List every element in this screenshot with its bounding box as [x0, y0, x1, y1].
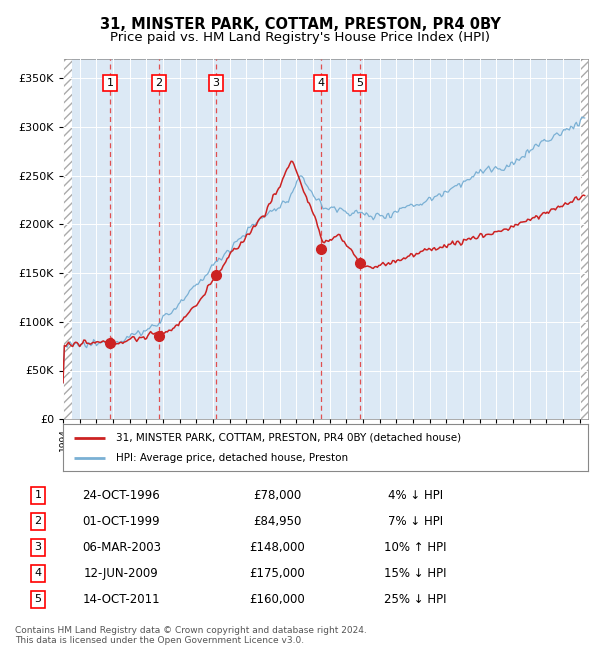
Text: Contains HM Land Registry data © Crown copyright and database right 2024.
This d: Contains HM Land Registry data © Crown c… [15, 626, 367, 645]
Text: 12-JUN-2009: 12-JUN-2009 [84, 567, 159, 580]
Text: 5: 5 [356, 78, 363, 88]
Text: £84,950: £84,950 [253, 515, 301, 528]
Text: 5: 5 [34, 594, 41, 604]
Text: 31, MINSTER PARK, COTTAM, PRESTON, PR4 0BY (detached house): 31, MINSTER PARK, COTTAM, PRESTON, PR4 0… [115, 432, 461, 443]
Text: 7% ↓ HPI: 7% ↓ HPI [388, 515, 443, 528]
Text: 01-OCT-1999: 01-OCT-1999 [83, 515, 160, 528]
Text: 3: 3 [34, 542, 41, 552]
Text: 06-MAR-2003: 06-MAR-2003 [82, 541, 161, 554]
Text: 1: 1 [107, 78, 113, 88]
Text: HPI: Average price, detached house, Preston: HPI: Average price, detached house, Pres… [115, 453, 347, 463]
Text: 10% ↑ HPI: 10% ↑ HPI [384, 541, 446, 554]
Text: 31, MINSTER PARK, COTTAM, PRESTON, PR4 0BY: 31, MINSTER PARK, COTTAM, PRESTON, PR4 0… [100, 16, 500, 32]
Text: £160,000: £160,000 [249, 593, 305, 606]
Text: 25% ↓ HPI: 25% ↓ HPI [384, 593, 446, 606]
Text: 24-OCT-1996: 24-OCT-1996 [83, 489, 160, 502]
Text: 15% ↓ HPI: 15% ↓ HPI [384, 567, 446, 580]
Text: £148,000: £148,000 [249, 541, 305, 554]
Bar [63, 58, 72, 419]
Text: 2: 2 [155, 78, 163, 88]
Text: 14-OCT-2011: 14-OCT-2011 [83, 593, 160, 606]
Text: £175,000: £175,000 [249, 567, 305, 580]
Text: 4: 4 [34, 568, 41, 578]
Text: Price paid vs. HM Land Registry's House Price Index (HPI): Price paid vs. HM Land Registry's House … [110, 31, 490, 44]
Text: 3: 3 [212, 78, 220, 88]
Text: 2: 2 [34, 517, 41, 526]
Text: 1: 1 [34, 491, 41, 500]
Text: 4: 4 [317, 78, 324, 88]
Text: £78,000: £78,000 [253, 489, 301, 502]
Text: 4% ↓ HPI: 4% ↓ HPI [388, 489, 443, 502]
Bar [581, 58, 588, 419]
